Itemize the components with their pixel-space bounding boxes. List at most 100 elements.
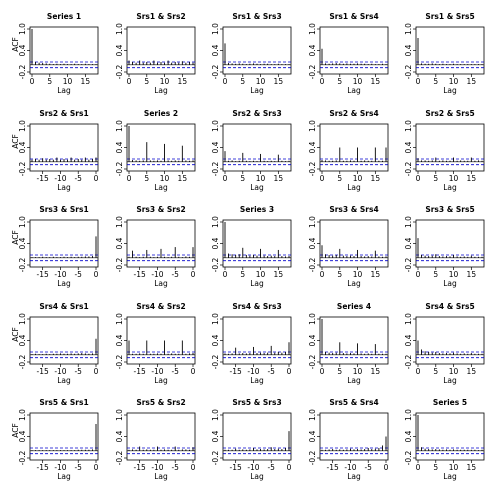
panel-1-2-title: Srs1 & Srs2 bbox=[136, 12, 185, 21]
panel-5-4-ytick-label: 1.0 bbox=[308, 409, 317, 421]
panel-3-3-ytick-label: 1.0 bbox=[211, 216, 220, 228]
panel-2-2-frame bbox=[126, 123, 196, 172]
panel-3-1-title: Srs3 & Srs1 bbox=[39, 205, 88, 214]
panel-3-4-frame bbox=[319, 219, 389, 268]
panel-5-2-xlabel: Lag bbox=[154, 472, 168, 481]
panel-1-4-ytick-label: 0.4 bbox=[308, 44, 317, 56]
panel-5-1-title: Srs5 & Srs1 bbox=[39, 398, 88, 407]
panel-4-1-ytick-label: 0.4 bbox=[18, 334, 27, 346]
panel-3-1-ytick-label: 1.0 bbox=[18, 216, 27, 228]
panel-3-1-frame bbox=[29, 219, 99, 268]
panel-5-5-frame bbox=[415, 412, 485, 461]
panel-4-1-xtick-label: -5 bbox=[74, 367, 82, 376]
panel-1-5-ytick-label: 0.4 bbox=[404, 44, 413, 56]
panel-1-5-ytick-label: 1.0 bbox=[404, 23, 413, 35]
panel-1-1-ylabel: ACF bbox=[11, 37, 20, 52]
panel-5-1-xlabel: Lag bbox=[57, 472, 71, 481]
panel-4-4-xtick-label: 15 bbox=[371, 367, 381, 376]
panel-4-1-xtick-label: 0 bbox=[94, 367, 99, 376]
panel-2-4-xlabel: Lag bbox=[347, 183, 361, 192]
panel-3-1-xtick-label: -15 bbox=[37, 270, 49, 279]
panel-1-4-xlabel: Lag bbox=[347, 86, 361, 95]
panel-3-3-xtick-label: 10 bbox=[256, 270, 266, 279]
panel-3-1-ytick-label: 0.4 bbox=[18, 237, 27, 249]
panel-1-5-ytick-label: -0.2 bbox=[404, 64, 413, 79]
panel-5-5-xlabel: Lag bbox=[443, 472, 457, 481]
panel-3-2-ytick-label: -0.2 bbox=[115, 257, 124, 272]
panel-5-1-ytick-label: 0.4 bbox=[18, 430, 27, 442]
panel-2-2-xtick-label: 15 bbox=[178, 174, 188, 183]
panel-5-1-xtick-label: -10 bbox=[54, 463, 66, 472]
panel-1-3-frame bbox=[222, 26, 292, 75]
panel-2-3-ytick-label: 1.0 bbox=[211, 120, 220, 132]
panel-5-2-xtick-label: -15 bbox=[134, 463, 146, 472]
panel-2-3-xtick-label: 0 bbox=[223, 174, 228, 183]
panel-5-3-ytick-label: -0.2 bbox=[211, 450, 220, 465]
panel-2-3-xlabel: Lag bbox=[250, 183, 264, 192]
panel-5-5-ytick-label: -0.2 bbox=[404, 450, 413, 465]
panel-1-3-ytick-label: -0.2 bbox=[211, 64, 220, 79]
panel-4-3-xtick-label: 0 bbox=[287, 367, 292, 376]
panel-1-2-frame bbox=[126, 26, 196, 75]
panel-4-4-xlabel: Lag bbox=[347, 376, 361, 385]
panel-5-1-ytick-label: 1.0 bbox=[18, 409, 27, 421]
panel-1-2-xtick-label: 5 bbox=[144, 77, 149, 86]
panel-2-3-xtick-label: 15 bbox=[274, 174, 284, 183]
panel-1-4-ytick-label: 1.0 bbox=[308, 23, 317, 35]
panel-5-5-xtick-label: 5 bbox=[433, 463, 438, 472]
panel-5-3-xlabel: Lag bbox=[250, 472, 264, 481]
panel-5-1-xtick-label: -15 bbox=[37, 463, 49, 472]
panel-1-1-ytick-label: 1.0 bbox=[18, 23, 27, 35]
panel-1-2-xtick-label: 15 bbox=[178, 77, 188, 86]
panel-4-2-ytick-label: -0.2 bbox=[115, 354, 124, 369]
panel-1-4-xtick-label: 15 bbox=[371, 77, 381, 86]
panel-2-4-xtick-label: 0 bbox=[320, 174, 325, 183]
panel-3-3-title: Series 3 bbox=[240, 205, 274, 214]
panel-5-2-xtick-label: -5 bbox=[171, 463, 179, 472]
panel-2-1-title: Srs2 & Srs1 bbox=[39, 109, 88, 118]
panel-1-5-xtick-label: 0 bbox=[416, 77, 421, 86]
panel-4-3-xtick-label: -5 bbox=[267, 367, 275, 376]
panel-5-3-ytick-label: 0.4 bbox=[211, 430, 220, 442]
panel-4-4-title: Series 4 bbox=[337, 302, 371, 311]
panel-5-1-ytick-label: -0.2 bbox=[18, 450, 27, 465]
panel-5-4-ytick-label: -0.2 bbox=[308, 450, 317, 465]
panel-4-4-ytick-label: -0.2 bbox=[308, 354, 317, 369]
panel-2-1-ylabel: ACF bbox=[11, 134, 20, 149]
panel-5-5-title: Series 5 bbox=[433, 398, 467, 407]
panel-1-4-title: Srs1 & Srs4 bbox=[329, 12, 378, 21]
panel-4-5-ytick-label: 0.4 bbox=[404, 334, 413, 346]
panel-5-4-xtick-label: -5 bbox=[364, 463, 372, 472]
panel-5-1-xtick-label: -5 bbox=[74, 463, 82, 472]
panel-3-4-xtick-label: 15 bbox=[371, 270, 381, 279]
panel-4-1-xlabel: Lag bbox=[57, 376, 71, 385]
panel-5-3-xtick-label: -5 bbox=[267, 463, 275, 472]
panel-2-5-xtick-label: 0 bbox=[416, 174, 421, 183]
panel-1-3-xtick-label: 15 bbox=[274, 77, 284, 86]
panel-4-5-xtick-label: 5 bbox=[433, 367, 438, 376]
panel-1-3-ytick-label: 1.0 bbox=[211, 23, 220, 35]
panel-3-1-ytick-label: -0.2 bbox=[18, 257, 27, 272]
panel-3-1-xtick-label: -5 bbox=[74, 270, 82, 279]
panel-1-1-ytick-label: -0.2 bbox=[18, 64, 27, 79]
panel-3-2-xtick-label: -10 bbox=[151, 270, 163, 279]
panel-4-3-ytick-label: 1.0 bbox=[211, 313, 220, 325]
panel-5-4-xtick-label: -15 bbox=[327, 463, 339, 472]
panel-3-3-ytick-label: 0.4 bbox=[211, 237, 220, 249]
panel-3-3-ytick-label: -0.2 bbox=[211, 257, 220, 272]
panel-3-1-ylabel: ACF bbox=[11, 230, 20, 245]
panel-4-2-xtick-label: -10 bbox=[151, 367, 163, 376]
panel-4-5-xlabel: Lag bbox=[443, 376, 457, 385]
panel-2-1-ytick-label: 1.0 bbox=[18, 120, 27, 132]
panel-5-3-xtick-label: 0 bbox=[287, 463, 292, 472]
panel-3-3-xtick-label: 0 bbox=[223, 270, 228, 279]
panel-5-4-xlabel: Lag bbox=[347, 472, 361, 481]
panel-4-5-xtick-label: 10 bbox=[449, 367, 459, 376]
panel-3-5-xtick-label: 15 bbox=[467, 270, 477, 279]
panel-1-3-xtick-label: 10 bbox=[256, 77, 266, 86]
panel-3-1-xtick-label: 0 bbox=[94, 270, 99, 279]
panel-5-2-xtick-label: 0 bbox=[191, 463, 196, 472]
panel-2-1-frame bbox=[29, 123, 99, 172]
panel-4-4-ytick-label: 1.0 bbox=[308, 313, 317, 325]
